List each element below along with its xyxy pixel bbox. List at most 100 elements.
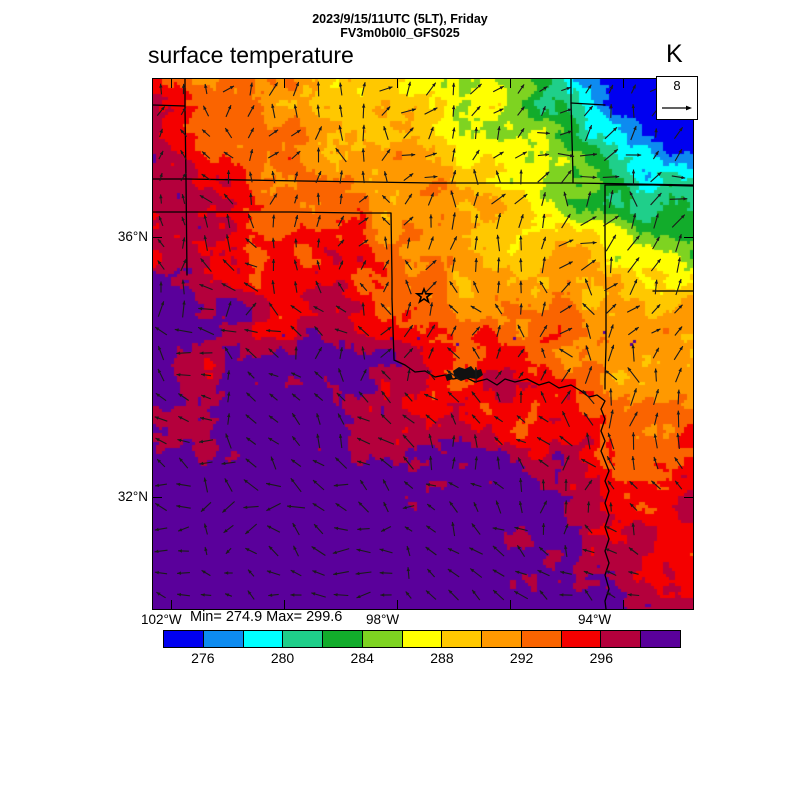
wind-vector-arrow (584, 278, 593, 296)
wind-vector-arrow (558, 239, 574, 247)
wind-vector-arrow (514, 193, 528, 205)
wind-vector-arrow (426, 503, 436, 511)
wind-vector-arrow (425, 152, 437, 158)
wind-vector-arrow (243, 282, 259, 292)
wind-vector-arrow (602, 215, 620, 227)
wind-vector-arrow (606, 591, 616, 599)
wind-vector-arrow (227, 413, 231, 425)
wind-vector-arrow (425, 483, 437, 487)
wind-vector-arrow (226, 213, 231, 229)
wind-vector-arrow (383, 126, 389, 140)
wind-vector-arrow (516, 545, 526, 557)
wind-vector-arrow (338, 104, 343, 118)
lat-tick-label-32n: 32°N (117, 489, 148, 504)
wind-vector-arrow (447, 347, 460, 359)
wind-vector-arrow (518, 214, 524, 228)
wind-vector-arrow (654, 128, 658, 138)
wind-vector-arrow (382, 259, 390, 271)
wind-vector-arrow (583, 570, 594, 576)
wind-vector-arrow (674, 480, 683, 490)
wind-vector-arrow (223, 151, 234, 159)
wind-vector-arrow (291, 150, 301, 160)
wind-vector-arrow (180, 149, 187, 161)
wind-vector-arrow (428, 433, 434, 449)
wind-vector-arrow (677, 389, 681, 405)
wind-vector-arrow (427, 192, 435, 206)
wind-vector-arrow (178, 457, 189, 469)
wind-vector-arrow (199, 194, 213, 204)
wind-vector-arrow (471, 105, 481, 117)
axis-tick-mark (510, 600, 511, 609)
wind-vector-arrow (630, 84, 637, 94)
wind-vector-arrow (629, 191, 638, 207)
wind-vector-arrow (361, 302, 365, 316)
wind-vector-arrow (625, 153, 642, 157)
wind-vector-arrow (224, 593, 233, 597)
wind-vector-arrow (404, 526, 413, 532)
wind-vector-arrow (474, 213, 479, 229)
wind-vector-arrow (673, 345, 684, 361)
wind-vector-arrow (471, 414, 481, 424)
wind-vector-arrow (381, 370, 391, 380)
wind-vector-arrow (607, 344, 615, 362)
wind-vector-arrow (428, 126, 434, 140)
wind-vector-arrow (177, 393, 190, 401)
wind-vector-arrow (537, 569, 550, 577)
wind-vector-arrow (402, 434, 415, 448)
map-plot-area[interactable] (152, 78, 694, 610)
wind-vector-arrow (243, 505, 259, 509)
wind-vector-arrow (674, 304, 683, 314)
wind-vector-arrow (496, 234, 501, 252)
wind-vector-arrow (671, 214, 686, 228)
wind-vector-arrow (471, 523, 481, 535)
wind-vector-arrow (243, 479, 259, 491)
wind-vector-arrow (316, 260, 321, 270)
wind-vector-arrow (451, 105, 456, 117)
wind-vector-arrow (316, 433, 321, 449)
wind-vector-arrow (360, 260, 367, 270)
wind-vector-arrow (561, 86, 571, 92)
wind-vector-arrow-icon (662, 105, 692, 111)
wind-vector-arrow (584, 366, 593, 384)
wind-vector-arrow (631, 522, 635, 536)
wind-vector-arrow (585, 345, 592, 361)
wind-vector-arrow (538, 415, 549, 423)
wind-vector-arrow (650, 171, 662, 183)
wind-vector-arrow (158, 215, 164, 227)
units-label: K (666, 40, 683, 68)
wind-vector-arrow (225, 104, 232, 118)
wind-vector-arrow (516, 438, 526, 444)
wind-vector-arrow (402, 414, 415, 424)
wind-vector-arrow (380, 526, 392, 532)
wind-vector-arrow (199, 461, 213, 466)
wind-vector-arrow (337, 215, 345, 227)
wind-vector-arrow (627, 257, 640, 273)
wind-vector-arrow (541, 523, 546, 535)
wind-vector-arrow (222, 501, 235, 513)
wind-vector-arrow (404, 193, 413, 205)
wind-vector-arrow (268, 151, 279, 159)
wind-vector-arrow (294, 346, 298, 360)
wind-vector-arrow (316, 413, 321, 425)
wind-vector-arrow (316, 81, 321, 97)
wind-vector-arrow (492, 545, 505, 557)
wind-vector-arrow (179, 129, 188, 137)
colorbar[interactable] (163, 630, 681, 648)
wind-vector-arrow (609, 502, 613, 512)
wind-vector-arrow (198, 439, 214, 444)
wind-vector-arrow (246, 392, 256, 402)
wind-vector-arrow (653, 388, 659, 406)
axis-tick-mark (171, 79, 172, 88)
wind-vector-arrow (424, 107, 438, 115)
colorbar-segment (323, 631, 363, 647)
lat-tick-label-36n: 36°N (117, 229, 148, 244)
wind-vector-arrow (312, 502, 325, 512)
wind-vector-arrow (293, 259, 298, 271)
wind-vector-arrow (629, 480, 638, 490)
wind-vector-arrow (314, 126, 323, 140)
wind-vector-arrow (541, 105, 546, 117)
wind-vector-arrow (224, 571, 233, 575)
wind-vector-arrow (361, 170, 365, 184)
wind-vector-arrow (425, 414, 437, 424)
wind-vector-arrow (176, 373, 191, 377)
